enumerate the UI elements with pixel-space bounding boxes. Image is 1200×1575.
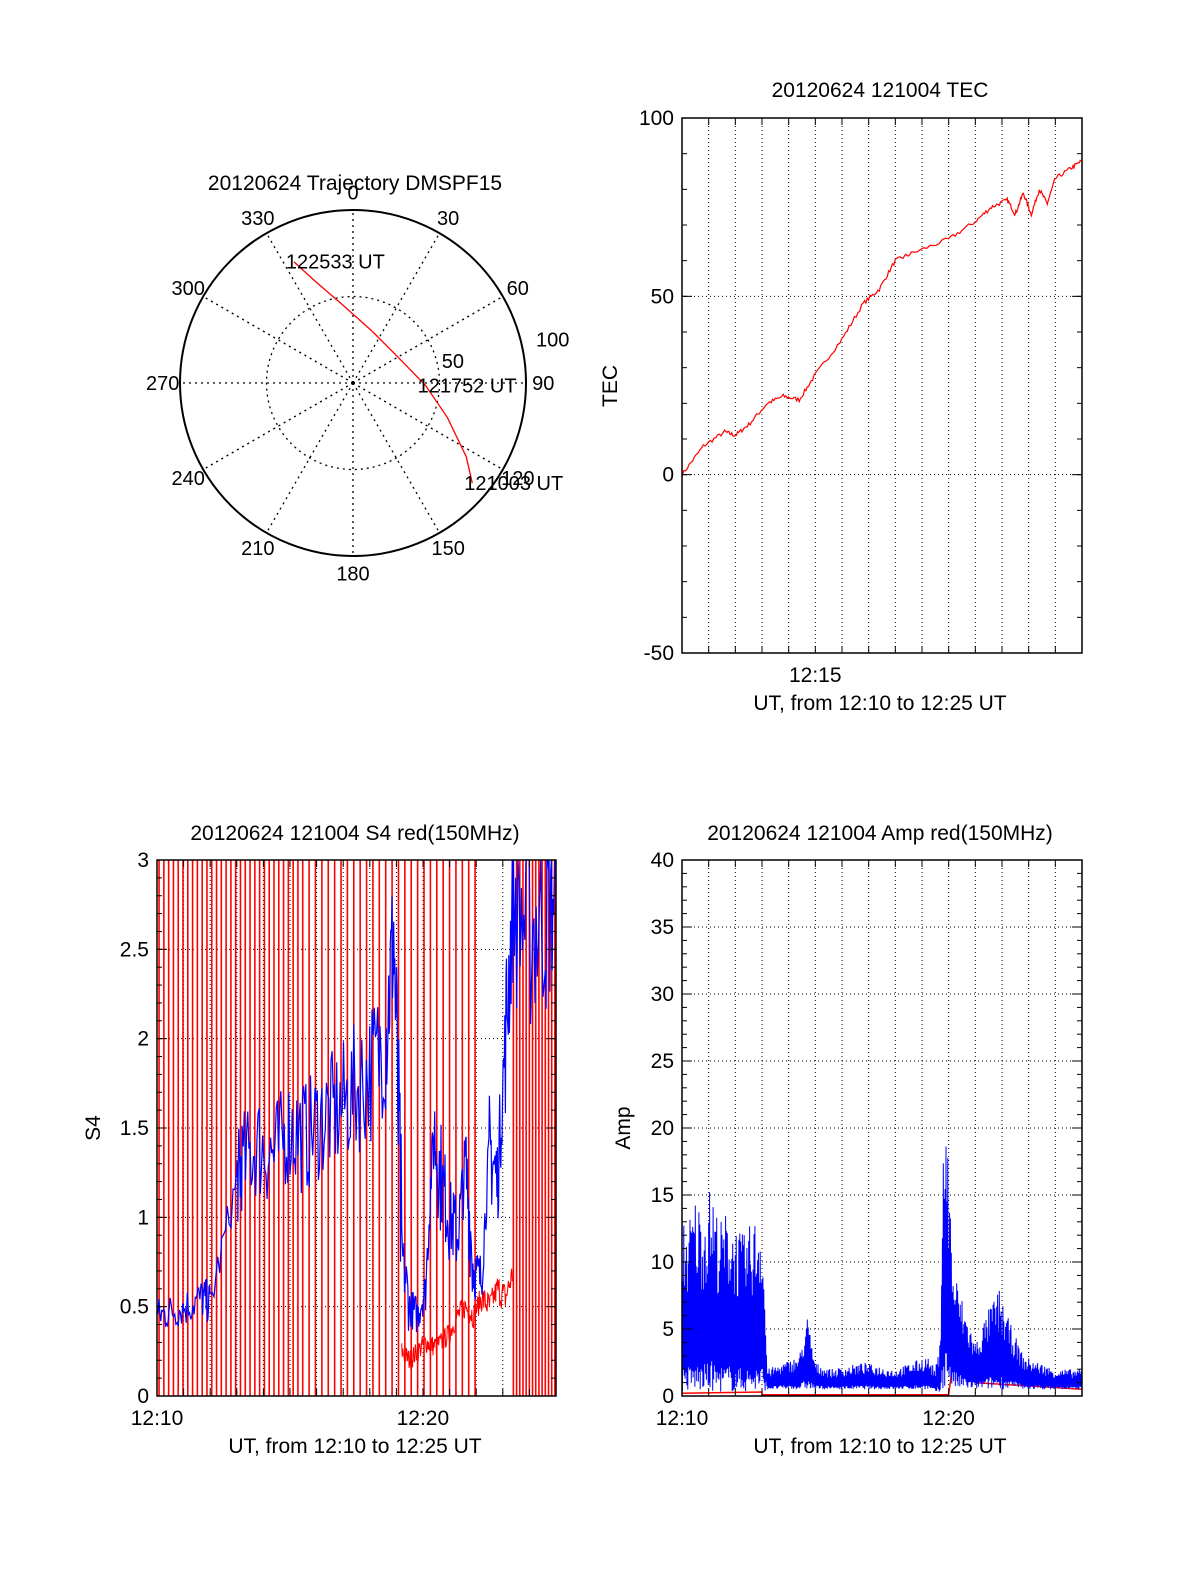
- polar-spoke: [352, 382, 504, 471]
- s4-chart: 20120624 121004 S4 red(150MHz) 0 0.5 1 1.5 2…: [82, 822, 557, 1458]
- polar-spoke: [352, 232, 441, 384]
- polar-series: [293, 261, 473, 484]
- polar-spoke: [202, 295, 354, 384]
- amp-ytick-label: 40: [651, 849, 674, 872]
- polar-annotations: 122533 UT 121752 UT 121003 UT: [286, 252, 563, 495]
- s4-ticks: 0 0.5 1 1.5 2 2.5 3 12:10 12:20: [120, 849, 557, 1430]
- amp-blue-line: [681, 1146, 1083, 1392]
- tec-plot-frame: [681, 117, 1083, 654]
- tec-series: [681, 159, 1083, 477]
- amp-ytick-label: 0: [662, 1385, 674, 1408]
- s4-blue-line: [156, 859, 556, 1333]
- polar-angle-label: 270: [146, 373, 179, 395]
- tec-ylabel: TEC: [599, 365, 622, 407]
- s4-xlabel: UT, from 12:10 to 12:25 UT: [228, 1435, 481, 1458]
- amp-xlabel: UT, from 12:10 to 12:25 UT: [753, 1435, 1006, 1458]
- amp-ylabel: Amp: [612, 1106, 635, 1149]
- tec-ytick-label: 50: [651, 285, 674, 308]
- polar-angle-label: 150: [431, 538, 464, 560]
- s4-ytick-label: 0: [137, 1385, 149, 1408]
- polar-angle-label: 90: [532, 373, 554, 395]
- amp-ytick-label: 10: [651, 1251, 674, 1274]
- polar-angle-label: 210: [241, 538, 274, 560]
- amp-ytick-label: 15: [651, 1184, 674, 1207]
- amp-ytick-label: 5: [662, 1318, 674, 1341]
- s4-ytick-label: 1: [137, 1206, 149, 1229]
- polar-annotation: 122533 UT: [286, 252, 385, 274]
- s4-title: 20120624 121004 S4 red(150MHz): [190, 822, 519, 845]
- tec-ticks: -50 0 50 100 12:15: [639, 107, 1083, 687]
- amp-xtick-label: 12:10: [656, 1407, 709, 1430]
- tec-xtick-label: 12:15: [789, 664, 842, 687]
- tec-ytick-label: 100: [639, 107, 674, 130]
- amp-title: 20120624 121004 Amp red(150MHz): [707, 822, 1053, 845]
- polar-grid: [179, 209, 527, 557]
- polar-angle-label: 30: [437, 208, 459, 230]
- polar-spoke: [352, 295, 504, 384]
- polar-angle-label: 0: [347, 183, 358, 205]
- tec-title: 20120624 121004 TEC: [772, 79, 989, 102]
- polar-inner-circle: [265, 295, 441, 471]
- tec-ytick-label: 0: [662, 464, 674, 487]
- s4-xtick-label: 12:10: [131, 1407, 184, 1430]
- amp-grid: [682, 860, 1082, 1396]
- polar-angle-label: 240: [172, 468, 205, 490]
- polar-spoke: [352, 382, 441, 534]
- tec-grid: [682, 118, 1082, 653]
- s4-ytick-label: 0.5: [120, 1296, 149, 1319]
- polar-angle-label: 180: [336, 563, 369, 585]
- tec-ytick-label: -50: [644, 642, 674, 665]
- tec-line: [681, 159, 1083, 477]
- amp-chart: 20120624 121004 Amp red(150MHz) 0 5 10 15 20…: [612, 822, 1083, 1458]
- polar-annotation: 121752 UT: [418, 376, 517, 398]
- amp-ytick-label: 35: [651, 916, 674, 939]
- polar-spoke: [265, 382, 354, 534]
- s4-xtick-label: 12:20: [397, 1407, 450, 1430]
- polar-radius-labels: 50 100: [442, 330, 570, 373]
- s4-red-line: [401, 1268, 514, 1370]
- polar-spoke: [202, 382, 354, 471]
- amp-series: [681, 1146, 1083, 1396]
- polar-angle-label: 330: [241, 208, 274, 230]
- amp-ytick-label: 30: [651, 983, 674, 1006]
- polar-angle-label: 120: [501, 468, 534, 490]
- polar-annotation: 121003 UT: [464, 473, 563, 495]
- tec-chart: 20120624 121004 TEC -50 0 50 100 12:15 UT, f…: [599, 79, 1083, 715]
- polar-spoke: [265, 232, 354, 384]
- polar-trajectory-line: [293, 261, 473, 484]
- tec-xlabel: UT, from 12:10 to 12:25 UT: [753, 692, 1006, 715]
- s4-ytick-label: 2.5: [120, 938, 149, 961]
- polar-radius-label: 100: [536, 330, 569, 352]
- polar-angle-label: 60: [507, 278, 529, 300]
- amp-ticks: 0 5 10 15 20 25 30 35 40 12:10 12:20: [651, 849, 1083, 1430]
- polar-title: 20120624 Trajectory DMSPF15: [208, 172, 502, 195]
- s4-series: [156, 859, 556, 1396]
- polar-radius-label: 50: [442, 351, 464, 373]
- polar-angle-label: 300: [172, 278, 205, 300]
- s4-ytick-label: 2: [137, 1028, 149, 1051]
- amp-ytick-label: 25: [651, 1050, 674, 1073]
- polar-outer-circle: [179, 209, 527, 557]
- trajectory-polar-chart: 20120624 Trajectory DMSPF15 0 30 60 90 120 15…: [146, 172, 569, 585]
- s4-ytick-label: 3: [137, 849, 149, 872]
- s4-ylabel: S4: [82, 1115, 105, 1141]
- polar-angle-labels: 0 30 60 90 120 150 180 210 240 270 300 330: [146, 183, 554, 586]
- amp-ytick-label: 20: [651, 1117, 674, 1140]
- s4-ytick-label: 1.5: [120, 1117, 149, 1140]
- amp-xtick-label: 12:20: [922, 1407, 975, 1430]
